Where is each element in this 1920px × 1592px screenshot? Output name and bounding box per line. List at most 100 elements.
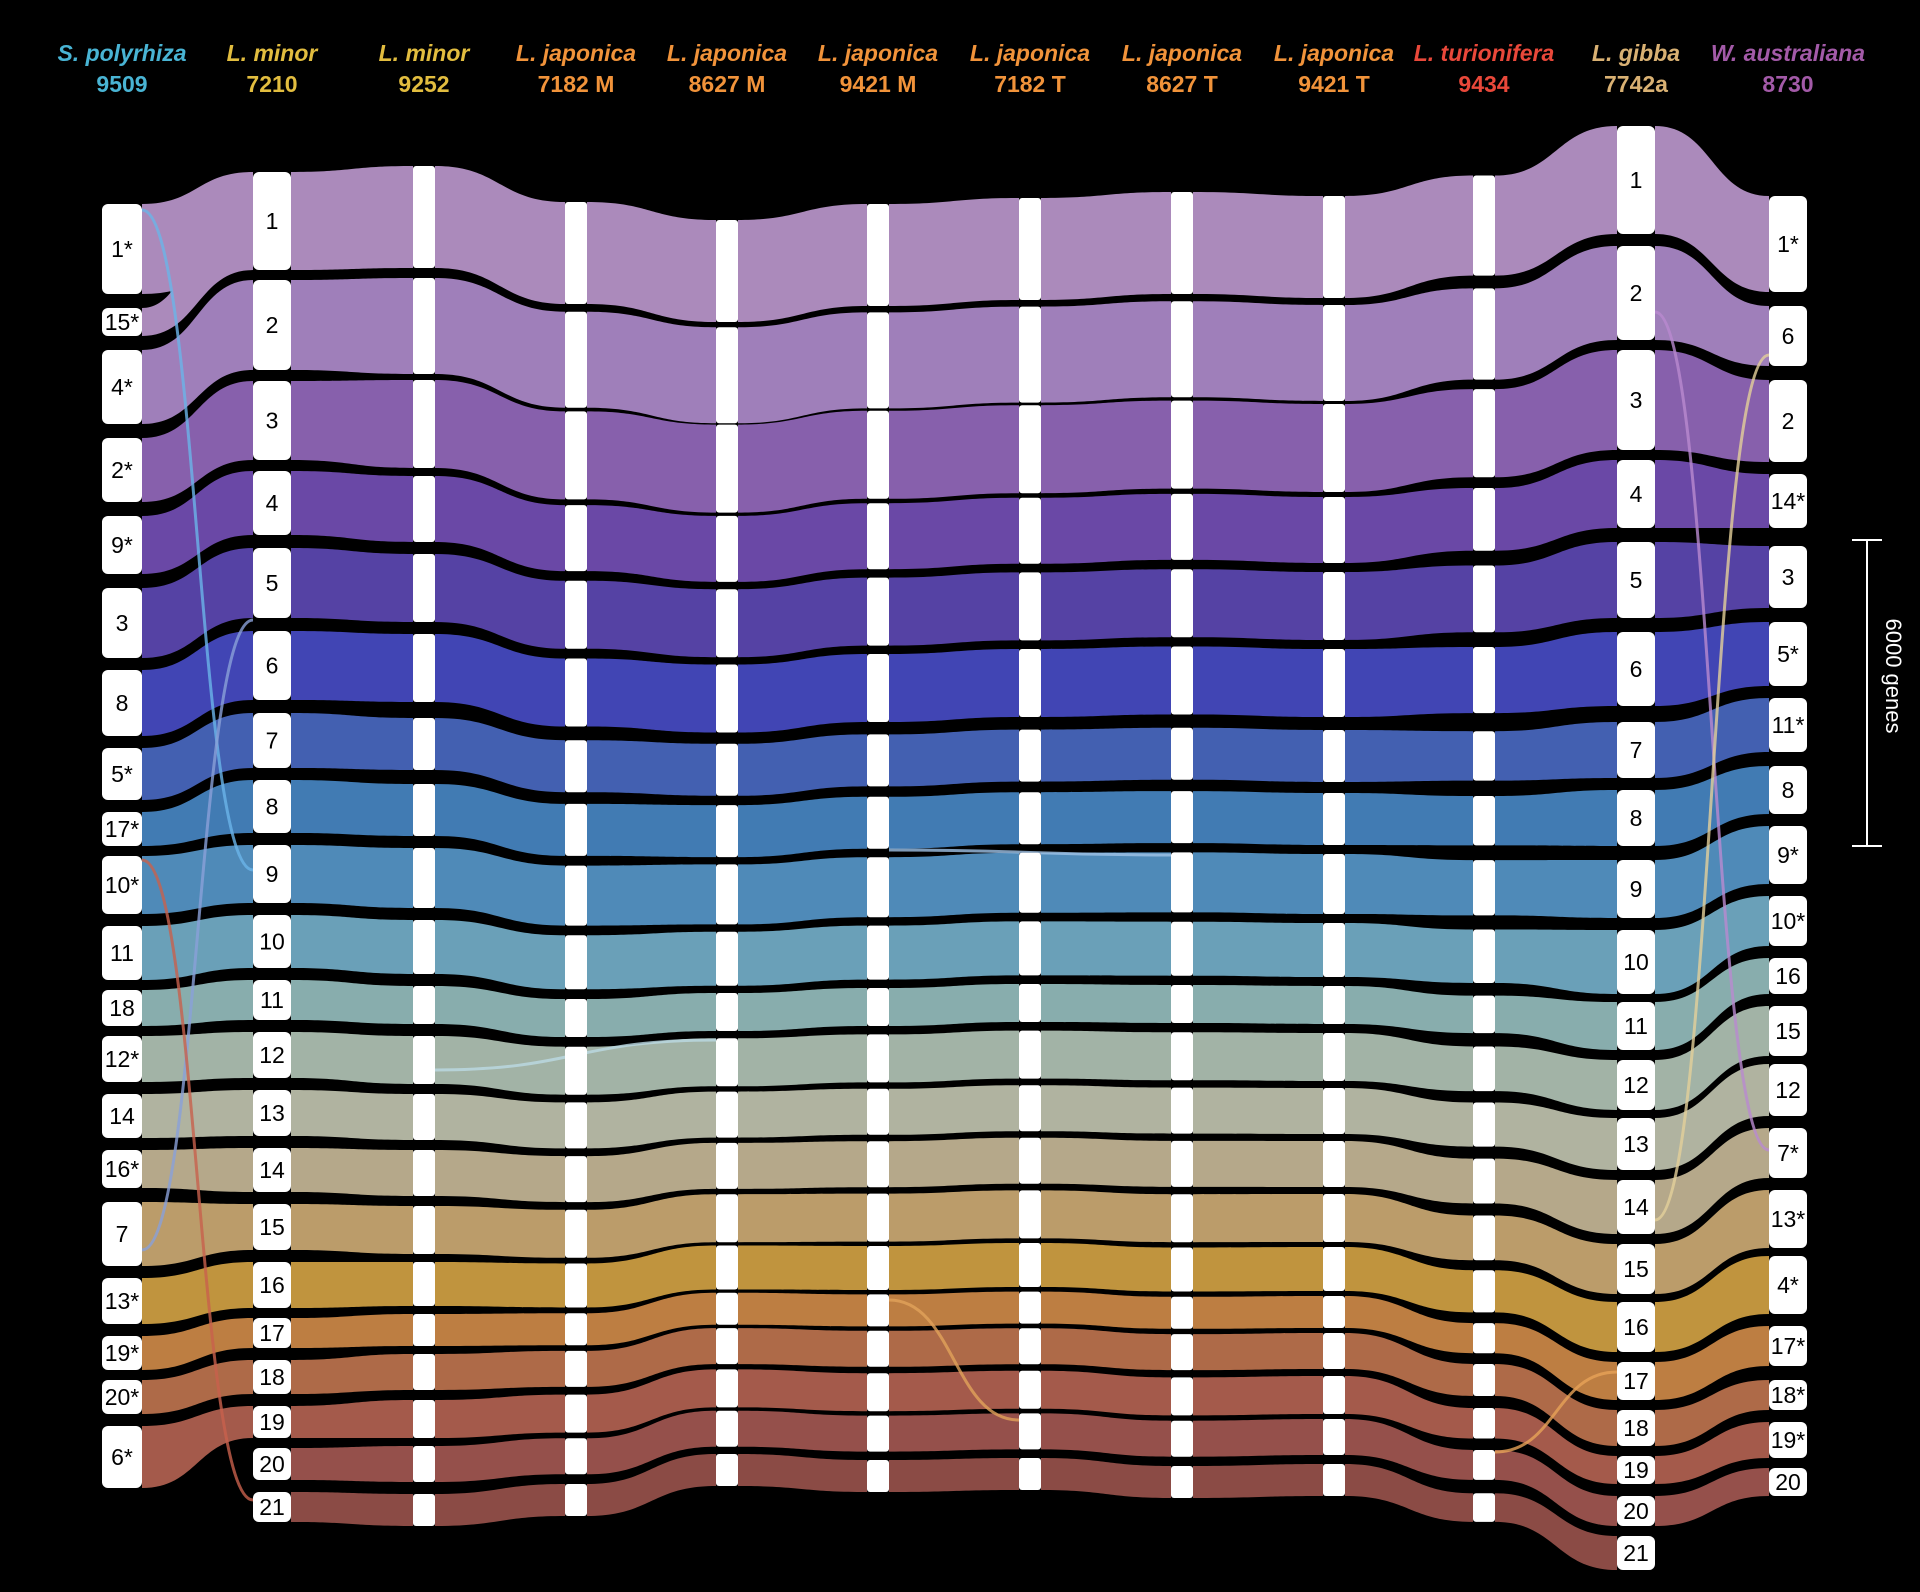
synteny-ribbon — [587, 411, 716, 513]
synteny-ribbon — [587, 1454, 716, 1516]
chromosome-bar — [253, 1148, 291, 1192]
synteny-ribbon — [142, 1202, 253, 1266]
chromosome-bar — [1617, 1410, 1655, 1446]
chromosome-label: 17 — [259, 1320, 285, 1346]
chromosome-label: 14 — [259, 1157, 285, 1183]
synteny-ribbon — [587, 1038, 716, 1095]
chromosome-bar — [1617, 350, 1655, 450]
chromosome-bar — [565, 1350, 587, 1387]
chromosome-bar — [1323, 1333, 1345, 1369]
chromosome-bar — [565, 1484, 587, 1516]
synteny-ribbon — [1041, 192, 1171, 300]
synteny-ribbon — [1193, 1032, 1323, 1081]
synteny-ribbon — [1193, 1419, 1323, 1457]
chromosome-label: 5* — [1777, 641, 1799, 667]
synteny-ribbons — [142, 126, 1769, 1570]
chromosome-bar — [413, 1354, 435, 1390]
chromosome-bar — [867, 1373, 889, 1412]
chromosome-bar — [253, 631, 291, 700]
synteny-ribbon — [435, 380, 565, 500]
synteny-ribbon — [1193, 1087, 1323, 1134]
chromosome-bar — [102, 350, 142, 424]
chromosome-bar — [1323, 1247, 1345, 1291]
chromosome-label: 10* — [105, 872, 140, 898]
synteny-ribbon — [738, 988, 867, 1031]
synteny-ribbon — [435, 920, 565, 990]
synteny-ribbon — [1495, 1449, 1617, 1526]
chromosome-label: 16 — [1775, 963, 1801, 989]
synteny-ribbon — [291, 1262, 413, 1308]
chromosome-bar — [867, 1415, 889, 1452]
synteny-ribbon — [1345, 1376, 1473, 1439]
synteny-ribbon — [587, 1328, 716, 1387]
chromosome-bars: 1*15*4*2*9*385*17*10*111812*1416*713*19*… — [102, 126, 1807, 1570]
chromosome-bar — [102, 670, 142, 736]
chromosome-bar — [1019, 1243, 1041, 1287]
chromosome-bar — [1473, 995, 1495, 1034]
chromosome-bar — [565, 865, 587, 926]
chromosome-bar — [1769, 1064, 1807, 1116]
chromosome-bar — [253, 548, 291, 618]
chromosome-bar — [102, 204, 142, 294]
synteny-ribbon — [1193, 1333, 1323, 1371]
chromosome-label: 4 — [1630, 481, 1643, 507]
chromosome-bar — [1617, 860, 1655, 918]
synteny-ribbon — [738, 503, 867, 582]
synteny-ribbon — [291, 915, 413, 974]
accession-id: 8627 T — [1146, 71, 1218, 97]
chromosome-bar — [1019, 984, 1041, 1022]
chromosome-label: 12 — [1623, 1072, 1649, 1098]
synteny-ribbon — [738, 654, 867, 733]
synteny-ribbon — [738, 1454, 867, 1492]
chromosome-label: 9* — [1777, 842, 1799, 868]
synteny-ribbon — [435, 1262, 565, 1308]
synteny-ribbon — [291, 166, 413, 270]
chromosome-bar — [565, 658, 587, 727]
synteny-ribbon — [1193, 569, 1323, 640]
chromosome-bar — [716, 1091, 738, 1138]
synteny-ribbon — [1193, 1247, 1323, 1292]
synteny-ribbon — [1495, 1493, 1617, 1570]
chromosome-label: 17 — [1623, 1368, 1649, 1394]
synteny-ribbon — [142, 631, 253, 736]
chromosome-label: 4* — [1777, 1272, 1799, 1298]
chromosome-label: 16* — [105, 1156, 140, 1182]
chromosome-label: 6 — [1630, 656, 1643, 682]
chromosome-bar — [565, 1263, 587, 1308]
synteny-ribbon — [889, 1243, 1019, 1290]
synteny-ribbon — [587, 311, 716, 424]
chromosome-bar — [1473, 488, 1495, 551]
chromosome-bar — [1769, 1006, 1807, 1056]
synteny-ribbon — [1655, 350, 1769, 462]
chromosome-bar — [1473, 175, 1495, 276]
synteny-ribbon — [291, 1204, 413, 1254]
genome-header: L. minor 9252 — [339, 38, 509, 100]
chromosome-bar — [413, 634, 435, 702]
chromosome-bar — [1019, 306, 1041, 403]
synteny-ribbon — [1495, 246, 1617, 380]
genome-header: L. gibba 7742a — [1551, 38, 1721, 100]
chromosome-label: 5 — [266, 570, 279, 596]
synteny-ribbon — [889, 792, 1019, 849]
accession-id: 7182 M — [537, 71, 615, 97]
chromosome-bar — [253, 1090, 291, 1136]
synteny-ribbon — [1345, 1333, 1473, 1396]
synteny-ribbon — [1495, 1215, 1617, 1294]
chromosome-bar — [1323, 793, 1345, 845]
accession-id: 9421 T — [1298, 71, 1370, 97]
genome-header: L. japonica 9421 M — [793, 38, 963, 100]
chromosome-bar — [413, 1262, 435, 1306]
synteny-ribbon — [1345, 854, 1473, 916]
chromosome-bar — [102, 856, 142, 914]
synteny-ribbon — [1655, 826, 1769, 918]
chromosome-label: 3 — [266, 408, 279, 434]
chromosome-bar — [565, 803, 587, 856]
synteny-ribbon — [738, 204, 867, 322]
synteny-ribbon — [738, 312, 867, 424]
chromosome-bar — [1323, 1033, 1345, 1081]
accession-id: 8627 M — [688, 71, 766, 97]
synteny-ribbon — [435, 848, 565, 926]
chromosome-bar — [1019, 1413, 1041, 1450]
synteny-ribbon — [291, 845, 413, 908]
chromosome-label: 2* — [111, 457, 133, 483]
